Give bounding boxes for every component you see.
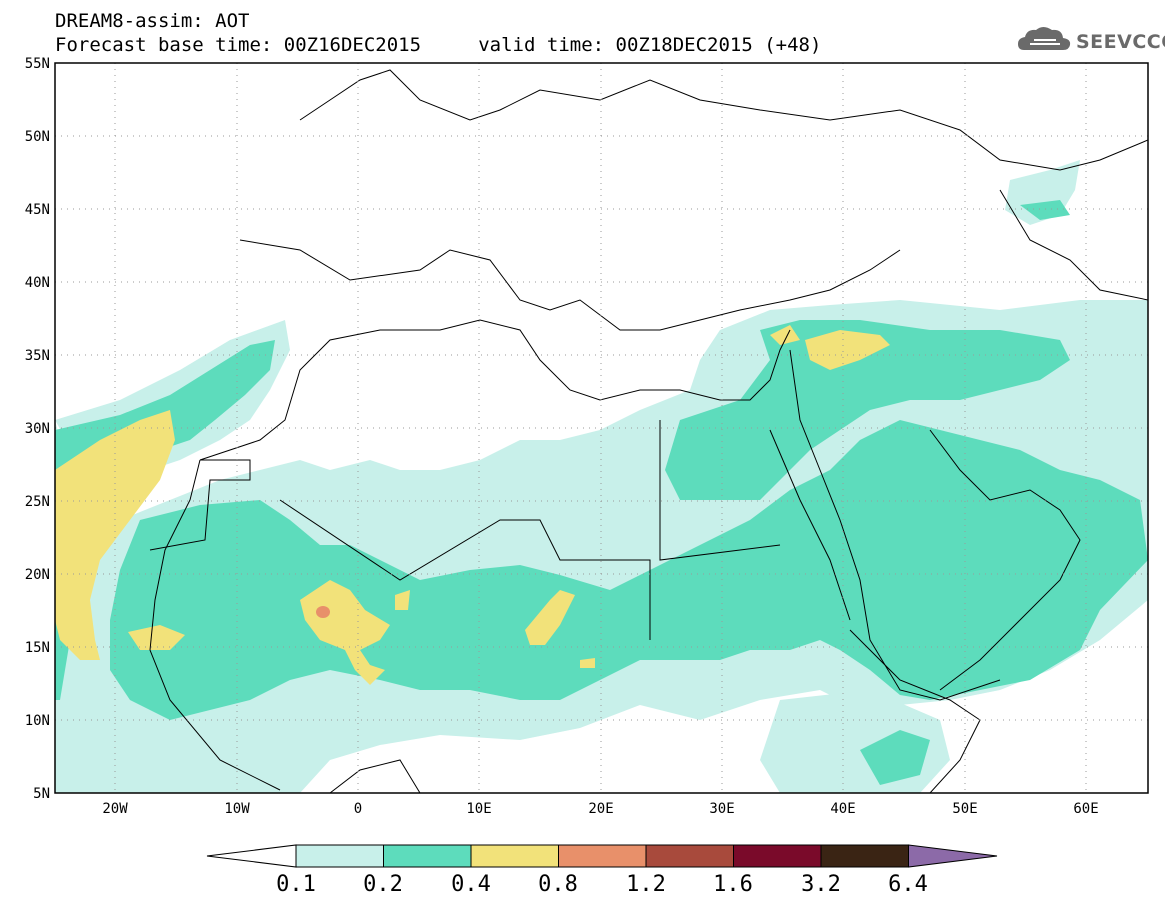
lat-tick: 20N <box>25 567 50 583</box>
lon-tick: 20W <box>102 801 128 817</box>
lat-tick: 15N <box>25 640 50 656</box>
colorbar-label: 0.4 <box>451 872 491 897</box>
logo-text: SEEVCCC <box>1076 31 1165 53</box>
map-frame <box>54 62 1149 794</box>
map-grid <box>55 63 1148 793</box>
latitude-axis: 55N 50N 45N 40N 35N 30N 25N 20N 15N 10N … <box>25 56 50 802</box>
lat-tick: 55N <box>25 56 50 72</box>
lon-tick: 0 <box>354 801 362 817</box>
lat-tick: 35N <box>25 348 50 364</box>
colorbar-swatch <box>733 844 822 868</box>
coastlines <box>149 69 1148 793</box>
lat-tick: 50N <box>25 129 50 145</box>
colorbar-label: 0.1 <box>276 872 316 897</box>
lat-tick: 5N <box>33 786 50 802</box>
colorbar-swatch <box>470 844 559 868</box>
lat-tick: 40N <box>25 275 50 291</box>
lon-tick: 10W <box>224 801 250 817</box>
lon-tick: 10E <box>466 801 491 817</box>
lat-tick: 45N <box>25 202 50 218</box>
lat-tick: 10N <box>25 713 50 729</box>
lon-tick: 20E <box>588 801 613 817</box>
lat-tick: 30N <box>25 421 50 437</box>
colorbar-swatch <box>558 844 647 868</box>
aot-field <box>55 160 1148 793</box>
colorbar-label: 1.6 <box>713 872 753 897</box>
colorbar <box>206 844 998 868</box>
colorbar-label: 6.4 <box>888 872 928 897</box>
colorbar-low-arrow <box>206 844 297 868</box>
lon-tick: 40E <box>830 801 855 817</box>
colorbar-label: 1.2 <box>626 872 666 897</box>
colorbar-swatch <box>383 844 472 868</box>
lon-tick: 60E <box>1073 801 1098 817</box>
longitude-axis: 20W 10W 0 10E 20E 30E 40E 50E 60E <box>102 801 1098 817</box>
cloud-icon <box>1018 27 1071 50</box>
colorbar-high-arrow <box>908 844 998 868</box>
colorbar-swatch <box>645 844 734 868</box>
lon-tick: 50E <box>952 801 977 817</box>
colorbar-swatch <box>820 844 909 868</box>
lat-tick: 25N <box>25 494 50 510</box>
lon-tick: 30E <box>709 801 734 817</box>
colorbar-swatch <box>295 844 384 868</box>
colorbar-label: 0.8 <box>538 872 578 897</box>
forecast-time-line: Forecast base time: 00Z16DEC2015 valid t… <box>55 34 822 56</box>
colorbar-label: 0.2 <box>363 872 403 897</box>
colorbar-label: 3.2 <box>801 872 841 897</box>
map-title: DREAM8-assim: AOT <box>55 10 250 32</box>
